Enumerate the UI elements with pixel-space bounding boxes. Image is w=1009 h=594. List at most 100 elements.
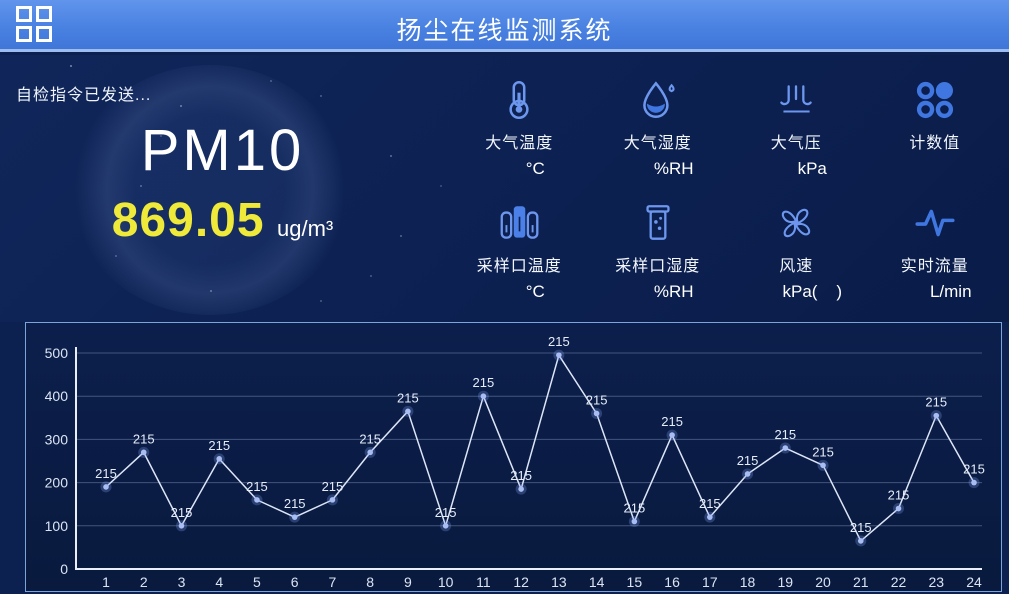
point-label: 215 xyxy=(774,427,796,442)
sensor-unit: °C xyxy=(525,281,545,301)
x-tick-label: 16 xyxy=(664,574,680,590)
dashboard-top-section: 自检指令已发送... PM10 869.05 ug/m³ 大气温度 °C 大气湿度… xyxy=(0,55,1009,322)
sensor-grid: 大气温度 °C 大气湿度 %RH 大气压 kPa 计数值 采样口温度 °C 采样口湿度%… xyxy=(445,55,1009,322)
point-label: 215 xyxy=(737,453,759,468)
sensor-cell-3[interactable]: 大气压 kPa xyxy=(728,69,865,192)
data-point xyxy=(480,393,487,399)
chart-axes xyxy=(75,347,982,570)
data-point xyxy=(593,410,600,417)
particle-ring-decoration xyxy=(70,65,350,315)
sensor-unit: L/min xyxy=(929,281,972,301)
y-tick-label: 300 xyxy=(45,431,69,447)
x-tick-label: 12 xyxy=(513,574,529,590)
x-tick-label: 2 xyxy=(140,574,148,590)
x-tick-label: 18 xyxy=(740,574,756,590)
y-tick-label: 0 xyxy=(60,561,68,577)
sensor-cell-2[interactable]: 大气湿度 %RH xyxy=(590,69,727,192)
sensor-cell-6[interactable]: 采样口湿度 %RH xyxy=(590,192,727,315)
point-label: 215 xyxy=(359,431,381,446)
data-point xyxy=(707,514,713,520)
sensor-name: 风速 xyxy=(779,257,814,275)
data-point xyxy=(820,462,826,469)
data-point xyxy=(140,449,147,456)
data-point xyxy=(329,497,336,503)
point-label: 215 xyxy=(95,466,117,481)
data-point xyxy=(631,518,638,525)
point-label: 215 xyxy=(435,505,457,520)
data-point xyxy=(669,432,675,438)
data-point xyxy=(216,456,223,462)
test-tube-icon xyxy=(646,204,670,240)
sensor-cell-1[interactable]: 大气温度 °C xyxy=(451,69,588,192)
x-tick-label: 17 xyxy=(702,574,718,590)
point-label: 215 xyxy=(812,444,834,459)
sensor-unit: %RH xyxy=(653,281,694,301)
point-label: 215 xyxy=(208,438,230,453)
point-label: 215 xyxy=(548,334,570,349)
sampling-bars-icon xyxy=(500,205,539,239)
data-point xyxy=(103,484,109,490)
sensor-cell-8[interactable]: 实时流量 L/min xyxy=(867,192,1004,315)
point-label: 215 xyxy=(963,462,985,477)
x-tick-label: 1 xyxy=(102,574,110,590)
x-tick-label: 3 xyxy=(178,574,186,590)
x-tick-label: 4 xyxy=(215,574,223,590)
pm10-unit: ug/m³ xyxy=(277,216,334,241)
x-tick-label: 15 xyxy=(627,574,643,590)
point-label: 215 xyxy=(510,468,532,483)
pm10-value: 869.05 xyxy=(111,194,265,247)
point-label: 215 xyxy=(284,496,306,511)
data-point xyxy=(405,408,411,415)
data-point xyxy=(367,449,373,456)
sensor-cell-7[interactable]: 风速 kPa( ) xyxy=(728,192,865,315)
data-point xyxy=(442,523,449,529)
status-message: 自检指令已发送... xyxy=(16,87,152,104)
counter-dots-icon xyxy=(916,81,953,119)
thermometer-icon xyxy=(509,80,529,120)
data-point xyxy=(895,505,902,512)
series-line xyxy=(105,354,975,542)
point-label: 215 xyxy=(661,414,683,429)
x-tick-label: 23 xyxy=(928,574,944,590)
x-tick-label: 20 xyxy=(815,574,831,590)
sensor-cell-5[interactable]: 采样口温度 °C xyxy=(451,192,588,315)
y-tick-label: 400 xyxy=(45,388,69,404)
grid-menu-icon[interactable] xyxy=(16,6,56,46)
sensor-cell-4[interactable]: 计数值 xyxy=(867,69,1004,192)
sensor-name: 采样口温度 xyxy=(476,257,562,275)
x-tick-label: 7 xyxy=(329,574,337,590)
point-label: 215 xyxy=(397,390,419,405)
data-point xyxy=(782,445,789,451)
data-point xyxy=(971,479,977,486)
x-tick-label: 24 xyxy=(966,574,982,590)
grid-menu-square xyxy=(16,6,32,22)
y-tick-label: 100 xyxy=(45,518,69,534)
point-label: 215 xyxy=(133,431,155,446)
data-point xyxy=(556,352,562,358)
point-label: 215 xyxy=(623,500,645,515)
page-title: 扬尘在线监测系统 xyxy=(396,17,613,45)
point-label: 215 xyxy=(586,392,608,407)
point-label: 215 xyxy=(850,520,872,535)
sensor-name: 实时流量 xyxy=(900,257,969,275)
pm10-panel: 自检指令已发送... PM10 869.05 ug/m³ xyxy=(0,55,445,322)
sensor-name: 计数值 xyxy=(909,135,961,152)
data-point xyxy=(178,523,185,529)
y-tick-label: 200 xyxy=(45,475,69,491)
x-tick-label: 13 xyxy=(551,574,567,590)
y-tick-label: 500 xyxy=(45,345,69,361)
data-point xyxy=(933,412,940,419)
flow-pulse-icon xyxy=(915,209,955,236)
grid-menu-square xyxy=(36,6,52,22)
point-label: 215 xyxy=(699,496,721,511)
fan-icon xyxy=(782,208,811,237)
point-label: 215 xyxy=(322,479,344,494)
sensor-unit: °C xyxy=(525,159,545,178)
pm10-value-row: 869.05 ug/m³ xyxy=(0,193,445,248)
point-label: 215 xyxy=(246,479,268,494)
data-point xyxy=(857,538,864,544)
pressure-gauge-icon xyxy=(780,85,813,113)
x-tick-label: 19 xyxy=(778,574,794,590)
data-point xyxy=(291,514,298,520)
x-tick-label: 14 xyxy=(589,574,605,590)
